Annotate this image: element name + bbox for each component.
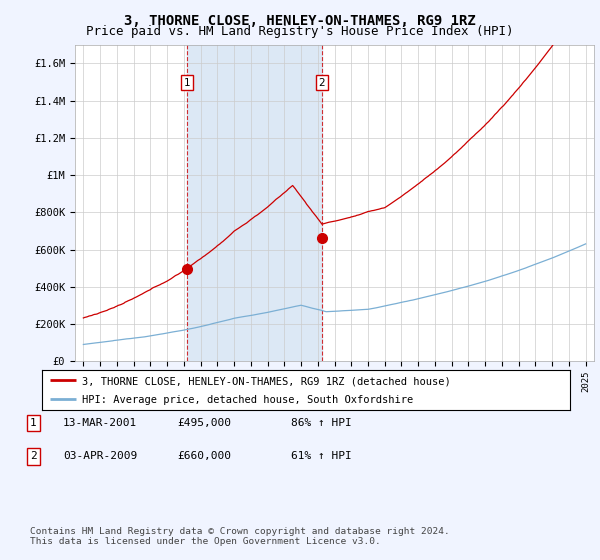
- Text: 2: 2: [30, 451, 37, 461]
- Text: 1: 1: [184, 78, 190, 88]
- Text: £495,000: £495,000: [177, 418, 231, 428]
- Bar: [187, 45, 322, 361]
- Text: £660,000: £660,000: [177, 451, 231, 461]
- Text: 3, THORNE CLOSE, HENLEY-ON-THAMES, RG9 1RZ: 3, THORNE CLOSE, HENLEY-ON-THAMES, RG9 1…: [124, 14, 476, 28]
- Text: HPI: Average price, detached house, South Oxfordshire: HPI: Average price, detached house, Sout…: [82, 395, 413, 405]
- Text: 61% ↑ HPI: 61% ↑ HPI: [291, 451, 352, 461]
- Text: Contains HM Land Registry data © Crown copyright and database right 2024.
This d: Contains HM Land Registry data © Crown c…: [30, 526, 450, 546]
- Text: 03-APR-2009: 03-APR-2009: [63, 451, 137, 461]
- Text: 13-MAR-2001: 13-MAR-2001: [63, 418, 137, 428]
- Text: 86% ↑ HPI: 86% ↑ HPI: [291, 418, 352, 428]
- Text: 3, THORNE CLOSE, HENLEY-ON-THAMES, RG9 1RZ (detached house): 3, THORNE CLOSE, HENLEY-ON-THAMES, RG9 1…: [82, 376, 451, 386]
- Text: Price paid vs. HM Land Registry's House Price Index (HPI): Price paid vs. HM Land Registry's House …: [86, 25, 514, 38]
- Text: 1: 1: [30, 418, 37, 428]
- Text: 2: 2: [319, 78, 325, 88]
